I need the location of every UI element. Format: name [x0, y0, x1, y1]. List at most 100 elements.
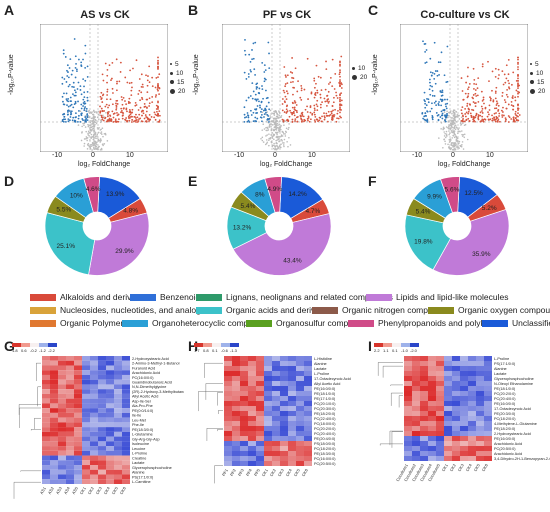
- heatmap-cell: [248, 401, 256, 406]
- point-up: [514, 110, 517, 113]
- heatmap-cell: [428, 426, 436, 431]
- point-up: [513, 119, 516, 122]
- heatmap-cell: [264, 461, 272, 466]
- heatmap-cell: [240, 366, 248, 371]
- heatmap-cell: [232, 416, 240, 421]
- heatmap-cell: [428, 356, 436, 361]
- heatmap-cell: [272, 456, 280, 461]
- heatmap-cell: [476, 396, 484, 401]
- point-ns: [453, 133, 456, 135]
- point-up: [501, 116, 504, 118]
- heatmap-cell: [288, 456, 296, 461]
- metabolite-label: Lactate: [132, 461, 144, 465]
- heatmap-cell: [428, 451, 436, 456]
- point-ns: [288, 126, 290, 129]
- point-down: [71, 69, 74, 72]
- heatmap-cell: [304, 416, 312, 421]
- point-down: [75, 68, 78, 71]
- color-key-cell: [39, 343, 48, 347]
- point-up: [327, 90, 330, 93]
- point-ns: [102, 114, 104, 117]
- point-ns: [96, 135, 98, 137]
- heatmap-cell: [460, 376, 468, 381]
- point-down: [247, 114, 250, 117]
- heatmap-cell: [106, 389, 114, 394]
- legend-item-unclassified: Unclassified: [482, 318, 550, 328]
- point-ns: [271, 137, 274, 139]
- point-up: [325, 60, 327, 63]
- point-up: [106, 115, 109, 118]
- point-up: [494, 97, 497, 100]
- point-up: [286, 104, 289, 107]
- slice-label: 25.1%: [57, 243, 76, 250]
- point-up: [339, 69, 341, 72]
- color-key-label: -2.2: [48, 348, 56, 353]
- heatmap-cell: [280, 366, 288, 371]
- point-up: [500, 109, 503, 112]
- heatmap-cell: [114, 389, 122, 394]
- point-up: [148, 81, 151, 84]
- heatmap-cell: [280, 361, 288, 366]
- point-up: [316, 91, 319, 94]
- point-ns: [273, 121, 275, 124]
- point-up: [481, 107, 484, 110]
- metabolite-label: PC(20:5/0:0): [494, 447, 516, 451]
- heatmap-cell: [114, 427, 122, 432]
- heatmap-cell: [404, 381, 412, 386]
- point-up: [341, 83, 343, 86]
- point-up: [151, 85, 154, 88]
- heatmap-cell: [272, 366, 280, 371]
- point-ns: [106, 140, 109, 142]
- point-up: [461, 112, 463, 115]
- heatmap-cell: [444, 396, 452, 401]
- metabolite-label: L-Histidine: [314, 357, 332, 361]
- heatmap-cell: [50, 398, 58, 404]
- point-down: [250, 114, 253, 116]
- heatmap-cell: [50, 356, 58, 361]
- heatmap-cell: [468, 381, 476, 386]
- point-up: [501, 114, 504, 117]
- point-up: [515, 89, 518, 92]
- heatmap-cell: [122, 356, 130, 361]
- point-down: [268, 52, 270, 55]
- heatmap-cell: [42, 441, 50, 447]
- point-up: [116, 82, 118, 85]
- heatmap-cell: [122, 474, 130, 480]
- point-up: [127, 100, 130, 103]
- sample-label: CK6: [119, 485, 128, 495]
- heatmap-cell: [58, 412, 66, 418]
- point-up: [494, 92, 497, 94]
- point-ns: [458, 127, 460, 129]
- sample-label: CK3: [95, 485, 104, 495]
- heatmap-cell: [74, 450, 82, 456]
- heatmap-cell: [460, 366, 468, 371]
- point-up: [330, 110, 333, 113]
- point-ns: [276, 145, 279, 147]
- heatmap-cell: [106, 393, 114, 399]
- metabolite-label: Arachidonic Acid: [494, 442, 522, 446]
- heatmap-cell: [420, 456, 428, 461]
- legend-label: Organosulfur compounds: [276, 318, 372, 328]
- legend-label: Organic acids and derivatives: [226, 305, 338, 315]
- legend-label: Organic oxygen compounds: [458, 305, 550, 315]
- heatmap-cell: [66, 412, 74, 418]
- heatmap-cell: [304, 441, 312, 446]
- point-up: [508, 82, 510, 85]
- heatmap-cell: [420, 391, 428, 396]
- slice-label: 5.5%: [56, 207, 71, 214]
- color-key-cell: [12, 343, 21, 347]
- heatmap-cell: [240, 356, 248, 361]
- point-down: [428, 78, 431, 81]
- point-down: [78, 110, 80, 112]
- point-ns: [90, 117, 93, 120]
- heatmap-cell: [452, 451, 460, 456]
- point-up: [158, 120, 161, 123]
- point-ns: [96, 137, 98, 140]
- point-ns: [284, 133, 286, 135]
- heatmap-cell: [468, 426, 476, 431]
- heatmap-cell: [248, 436, 256, 441]
- point-up: [316, 105, 319, 108]
- heatmap-cell: [460, 361, 468, 366]
- point-up: [494, 67, 497, 70]
- plot-frame: [222, 24, 350, 152]
